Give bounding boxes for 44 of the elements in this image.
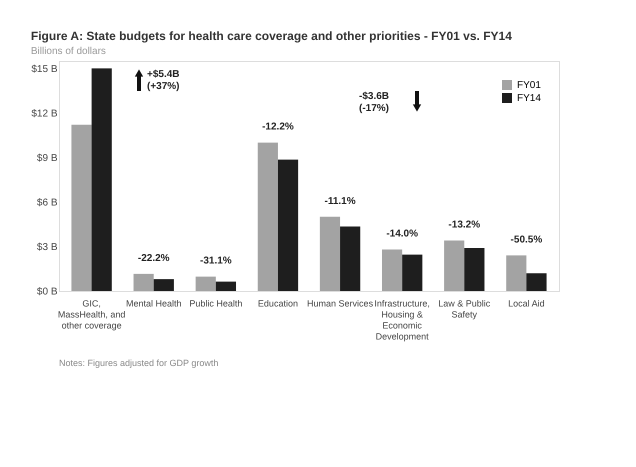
y-tick-label: $12 B	[31, 108, 58, 120]
bar	[71, 124, 92, 291]
bar	[382, 249, 402, 291]
bar	[154, 279, 174, 291]
annotation: +$5.4B (+37%)	[147, 69, 180, 92]
bar	[134, 274, 154, 291]
bar	[402, 254, 422, 291]
x-tick-label: Mental Health	[126, 298, 182, 308]
x-tick-label: Public Health	[189, 298, 242, 308]
x-tick-label: Infrastructure, Housing & Economic Development	[374, 298, 430, 342]
bar	[216, 282, 236, 291]
x-tick-label: Local Aid	[508, 298, 545, 308]
annotation: -12.2%	[262, 122, 294, 133]
y-tick-label: $0 B	[36, 286, 58, 298]
x-tick-label: Education	[258, 298, 298, 308]
bar	[258, 142, 278, 291]
annotation: -$3.6B (-17%)	[359, 91, 390, 114]
bar	[506, 255, 526, 291]
y-tick-label: $15 B	[31, 64, 58, 75]
legend-label: FY01	[517, 80, 542, 91]
bar	[278, 160, 298, 291]
bar	[444, 240, 464, 291]
y-tick-label: $9 B	[36, 152, 58, 164]
annotation: -50.5%	[510, 234, 542, 246]
annotation: -22.2%	[138, 252, 170, 264]
bar	[196, 276, 216, 291]
x-tick-label: Human Services	[307, 298, 374, 308]
chart-title: Figure A: State budgets for health care coverage and other priorities - FY01 vs. FY14	[30, 29, 512, 43]
annotation: -31.1%	[200, 256, 232, 267]
y-tick-label: $3 B	[36, 242, 58, 253]
text: Notes: Figures adjusted for GDP growth	[59, 358, 218, 368]
annotation: -11.1%	[324, 196, 356, 207]
bar	[464, 248, 484, 291]
bar	[92, 68, 112, 291]
y-tick-label: $6 B	[36, 197, 58, 208]
annotation: -14.0%	[386, 228, 418, 240]
annotation: -13.2%	[448, 220, 480, 231]
bar	[340, 226, 360, 291]
bar	[320, 216, 340, 291]
x-tick-label: GIC, MassHealth, and other coverage	[58, 298, 126, 330]
bar	[526, 273, 547, 291]
legend-label: FY14	[517, 93, 542, 104]
chart-subtitle: Billions of dollars	[30, 46, 106, 57]
x-tick-label: Law & Public Safety	[438, 298, 491, 320]
